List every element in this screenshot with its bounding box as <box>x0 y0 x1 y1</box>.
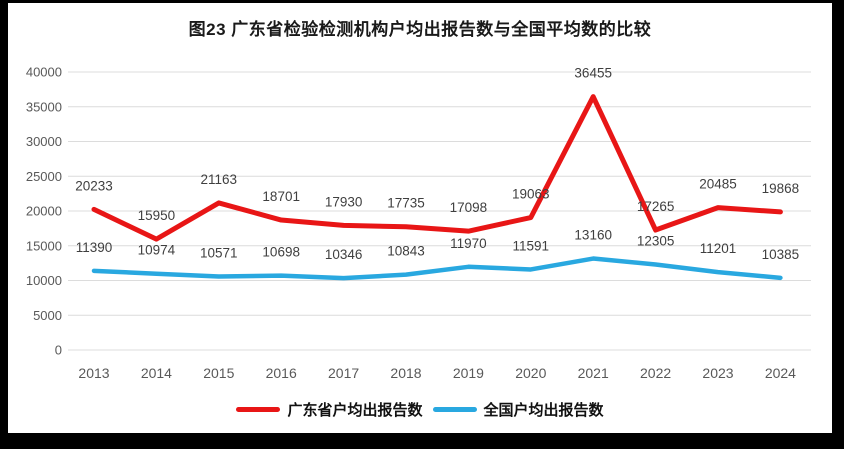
data-label-national: 12305 <box>637 233 675 248</box>
y-tick-label: 35000 <box>26 99 62 114</box>
data-label-national: 10843 <box>387 244 425 259</box>
data-label-guangdong: 19063 <box>512 187 550 202</box>
data-label-guangdong: 20485 <box>699 177 737 192</box>
data-label-national: 11591 <box>513 238 550 253</box>
y-tick-label: 30000 <box>26 134 62 149</box>
y-tick-label: 5000 <box>33 308 62 323</box>
y-tick-label: 0 <box>55 343 62 358</box>
chart-title: 图23 广东省检验检测机构户均出报告数与全国平均数的比较 <box>188 20 652 39</box>
x-tick-label: 2018 <box>390 365 421 381</box>
y-tick-label: 15000 <box>26 238 62 253</box>
legend-label-national: 全国户均出报告数 <box>483 402 604 419</box>
data-label-national: 11970 <box>450 236 487 251</box>
data-label-guangdong: 36455 <box>574 66 612 81</box>
series-line-national <box>91 256 783 281</box>
data-label-national: 10974 <box>138 243 176 258</box>
data-label-guangdong: 21163 <box>201 172 238 187</box>
x-tick-label: 2014 <box>141 365 172 381</box>
data-label-national: 10698 <box>262 245 300 260</box>
data-label-guangdong: 17735 <box>387 196 425 211</box>
data-label-national: 13160 <box>574 228 612 243</box>
legend-item-national: 全国户均出报告数 <box>432 399 604 420</box>
series-line-guangdong <box>91 94 783 242</box>
data-label-guangdong: 17265 <box>637 199 675 214</box>
data-label-guangdong: 19868 <box>762 181 800 196</box>
data-label-guangdong: 17098 <box>450 200 488 215</box>
y-tick-label: 25000 <box>26 169 62 184</box>
data-label-national: 11390 <box>76 240 113 255</box>
chart-canvas: 图23 广东省检验检测机构户均出报告数与全国平均数的比较 0 5000 10000 1… <box>8 3 832 433</box>
y-tick-label: 40000 <box>26 65 62 80</box>
y-tick-label: 10000 <box>26 273 62 288</box>
legend-label-guangdong: 广东省户均出报告数 <box>287 402 423 419</box>
x-tick-label: 2013 <box>78 365 109 381</box>
legend-item-guangdong: 广东省户均出报告数 <box>236 399 423 420</box>
data-label-guangdong: 20233 <box>75 178 113 193</box>
data-label-guangdong: 18701 <box>262 189 300 204</box>
chart-plot: 0 5000 10000 15000 20000 25000 30000 35000 40000… <box>26 65 811 381</box>
x-tick-label: 2024 <box>765 365 796 381</box>
x-tick-label: 2021 <box>578 365 609 381</box>
data-label-national: 10385 <box>762 247 800 262</box>
data-label-national: 11201 <box>700 241 737 256</box>
x-tick-label: 2019 <box>453 365 484 381</box>
data-label-national: 10346 <box>325 247 363 262</box>
x-tick-label: 2017 <box>328 365 359 381</box>
legend-swatch-national-line <box>432 407 477 412</box>
data-label-guangdong: 17930 <box>325 194 363 209</box>
x-tick-label: 2016 <box>266 365 297 381</box>
data-label-guangdong: 15950 <box>138 208 176 223</box>
y-tick-label: 20000 <box>26 204 62 219</box>
x-tick-label: 2020 <box>515 365 546 381</box>
data-label-national: 10571 <box>200 246 238 261</box>
x-tick-label: 2015 <box>203 365 234 381</box>
legend-swatch-guangdong-line <box>236 407 281 412</box>
x-tick-label: 2022 <box>640 365 671 381</box>
x-tick-label: 2023 <box>702 365 733 381</box>
chart-legend: 广东省户均出报告数 全国户均出报告数 <box>8 399 832 420</box>
